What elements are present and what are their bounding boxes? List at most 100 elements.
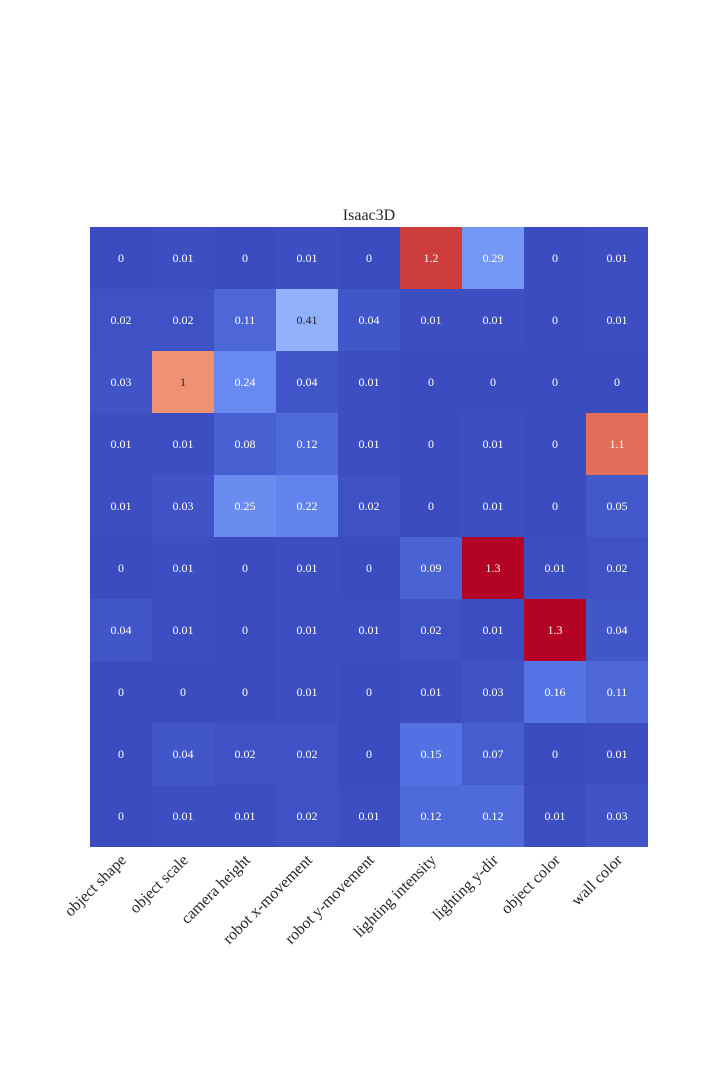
cell-value-r7-c3: 0.01 [297, 685, 318, 699]
cell-value-r4-c0: 0.01 [111, 499, 132, 513]
cell-value-r0-c7: 0 [552, 251, 558, 265]
x-tick-label-6: lighting y-dir [430, 851, 503, 924]
heatmap-cell-r6-c6 [462, 599, 524, 661]
heatmap-cell-r3-c0 [90, 413, 152, 475]
cell-value-r2-c8: 0 [614, 375, 620, 389]
heatmap-cell-r8-c7 [524, 723, 586, 785]
cell-value-r5-c2: 0 [242, 561, 248, 575]
heatmap-cell-r3-c6 [462, 413, 524, 475]
cell-value-r3-c5: 0 [428, 437, 434, 451]
heatmap-cell-r9-c5 [400, 785, 462, 847]
heatmap-cell-r2-c8 [586, 351, 648, 413]
heatmap-cell-r2-c1 [152, 351, 214, 413]
cell-value-r7-c6: 0.03 [483, 685, 504, 699]
heatmap-cell-r5-c4 [338, 537, 400, 599]
heatmap-cell-r6-c2 [214, 599, 276, 661]
x-tick-label-7: object color [498, 851, 564, 917]
cell-value-r0-c2: 0 [242, 251, 248, 265]
cell-value-r0-c4: 0 [366, 251, 372, 265]
cell-value-r4-c5: 0 [428, 499, 434, 513]
heatmap-cell-r6-c3 [276, 599, 338, 661]
heatmap-cell-r4-c7 [524, 475, 586, 537]
heatmap-cell-r7-c8 [586, 661, 648, 723]
cell-value-r6-c1: 0.01 [173, 623, 194, 637]
cell-value-r9-c1: 0.01 [173, 809, 194, 823]
heatmap-cell-r6-c0 [90, 599, 152, 661]
cell-value-r5-c4: 0 [366, 561, 372, 575]
heatmap-cell-r7-c6 [462, 661, 524, 723]
cell-value-r8-c8: 0.01 [607, 747, 628, 761]
cell-value-r1-c8: 0.01 [607, 313, 628, 327]
cell-value-r9-c5: 0.12 [421, 809, 442, 823]
heatmap-cell-r7-c0 [90, 661, 152, 723]
cell-value-r5-c1: 0.01 [173, 561, 194, 575]
cell-value-r5-c0: 0 [118, 561, 124, 575]
heatmap-cell-r5-c6 [462, 537, 524, 599]
cell-value-r7-c0: 0 [118, 685, 124, 699]
heatmap-cell-r0-c3 [276, 227, 338, 289]
cell-value-r6-c6: 0.01 [483, 623, 504, 637]
cell-value-r8-c0: 0 [118, 747, 124, 761]
cell-value-r7-c8: 0.11 [607, 685, 628, 699]
cell-value-r5-c6: 1.3 [486, 561, 501, 575]
cell-value-r3-c6: 0.01 [483, 437, 504, 451]
cell-value-r2-c3: 0.04 [297, 375, 318, 389]
heatmap-cell-r0-c7 [524, 227, 586, 289]
cell-value-r9-c6: 0.12 [483, 809, 504, 823]
heatmap-cell-r3-c2 [214, 413, 276, 475]
heatmap-cell-r4-c5 [400, 475, 462, 537]
cell-value-r1-c4: 0.04 [359, 313, 380, 327]
heatmap-cell-r4-c6 [462, 475, 524, 537]
cell-value-r0-c1: 0.01 [173, 251, 194, 265]
cell-value-r7-c1: 0 [180, 685, 186, 699]
cell-value-r1-c0: 0.02 [111, 313, 132, 327]
heatmap-cell-r2-c3 [276, 351, 338, 413]
heatmap-cell-r7-c4 [338, 661, 400, 723]
heatmap-cell-r7-c2 [214, 661, 276, 723]
cell-value-r2-c1: 1 [180, 375, 186, 389]
cell-value-r3-c8: 1.1 [610, 437, 625, 451]
heatmap-cell-r0-c4 [338, 227, 400, 289]
cell-value-r0-c8: 0.01 [607, 251, 628, 265]
cell-value-r3-c1: 0.01 [173, 437, 194, 451]
cell-value-r0-c5: 1.2 [424, 251, 439, 265]
heatmap-cell-r2-c0 [90, 351, 152, 413]
cell-value-r6-c2: 0 [242, 623, 248, 637]
heatmap-cell-r1-c4 [338, 289, 400, 351]
cell-value-r7-c4: 0 [366, 685, 372, 699]
cell-value-r9-c7: 0.01 [545, 809, 566, 823]
cell-value-r4-c1: 0.03 [173, 499, 194, 513]
cell-value-r0-c0: 0 [118, 251, 124, 265]
heatmap-cell-r8-c5 [400, 723, 462, 785]
heatmap-cell-r4-c0 [90, 475, 152, 537]
heatmap-cell-r7-c1 [152, 661, 214, 723]
x-tick-label-8: wall color [568, 851, 626, 909]
cell-value-r1-c7: 0 [552, 313, 558, 327]
heatmap-cell-r3-c5 [400, 413, 462, 475]
heatmap-cell-r0-c6 [462, 227, 524, 289]
heatmap-cell-r1-c5 [400, 289, 462, 351]
cell-value-r8-c2: 0.02 [235, 747, 256, 761]
heatmap-cell-r5-c5 [400, 537, 462, 599]
cell-value-r8-c5: 0.15 [421, 747, 442, 761]
heatmap-cell-r4-c8 [586, 475, 648, 537]
heatmap-cell-r6-c5 [400, 599, 462, 661]
cell-value-r5-c3: 0.01 [297, 561, 318, 575]
cell-value-r2-c2: 0.24 [235, 375, 256, 389]
cell-value-r2-c0: 0.03 [111, 375, 132, 389]
cell-value-r8-c3: 0.02 [297, 747, 318, 761]
heatmap-cell-r2-c2 [214, 351, 276, 413]
cell-value-r9-c2: 0.01 [235, 809, 256, 823]
cell-value-r2-c4: 0.01 [359, 375, 380, 389]
heatmap-cell-r0-c2 [214, 227, 276, 289]
cell-value-r6-c3: 0.01 [297, 623, 318, 637]
cell-value-r9-c8: 0.03 [607, 809, 628, 823]
heatmap-cell-r5-c7 [524, 537, 586, 599]
cell-value-r4-c8: 0.05 [607, 499, 628, 513]
heatmap-cell-r4-c1 [152, 475, 214, 537]
cell-value-r6-c0: 0.04 [111, 623, 132, 637]
cell-value-r4-c7: 0 [552, 499, 558, 513]
cell-value-r5-c8: 0.02 [607, 561, 628, 575]
